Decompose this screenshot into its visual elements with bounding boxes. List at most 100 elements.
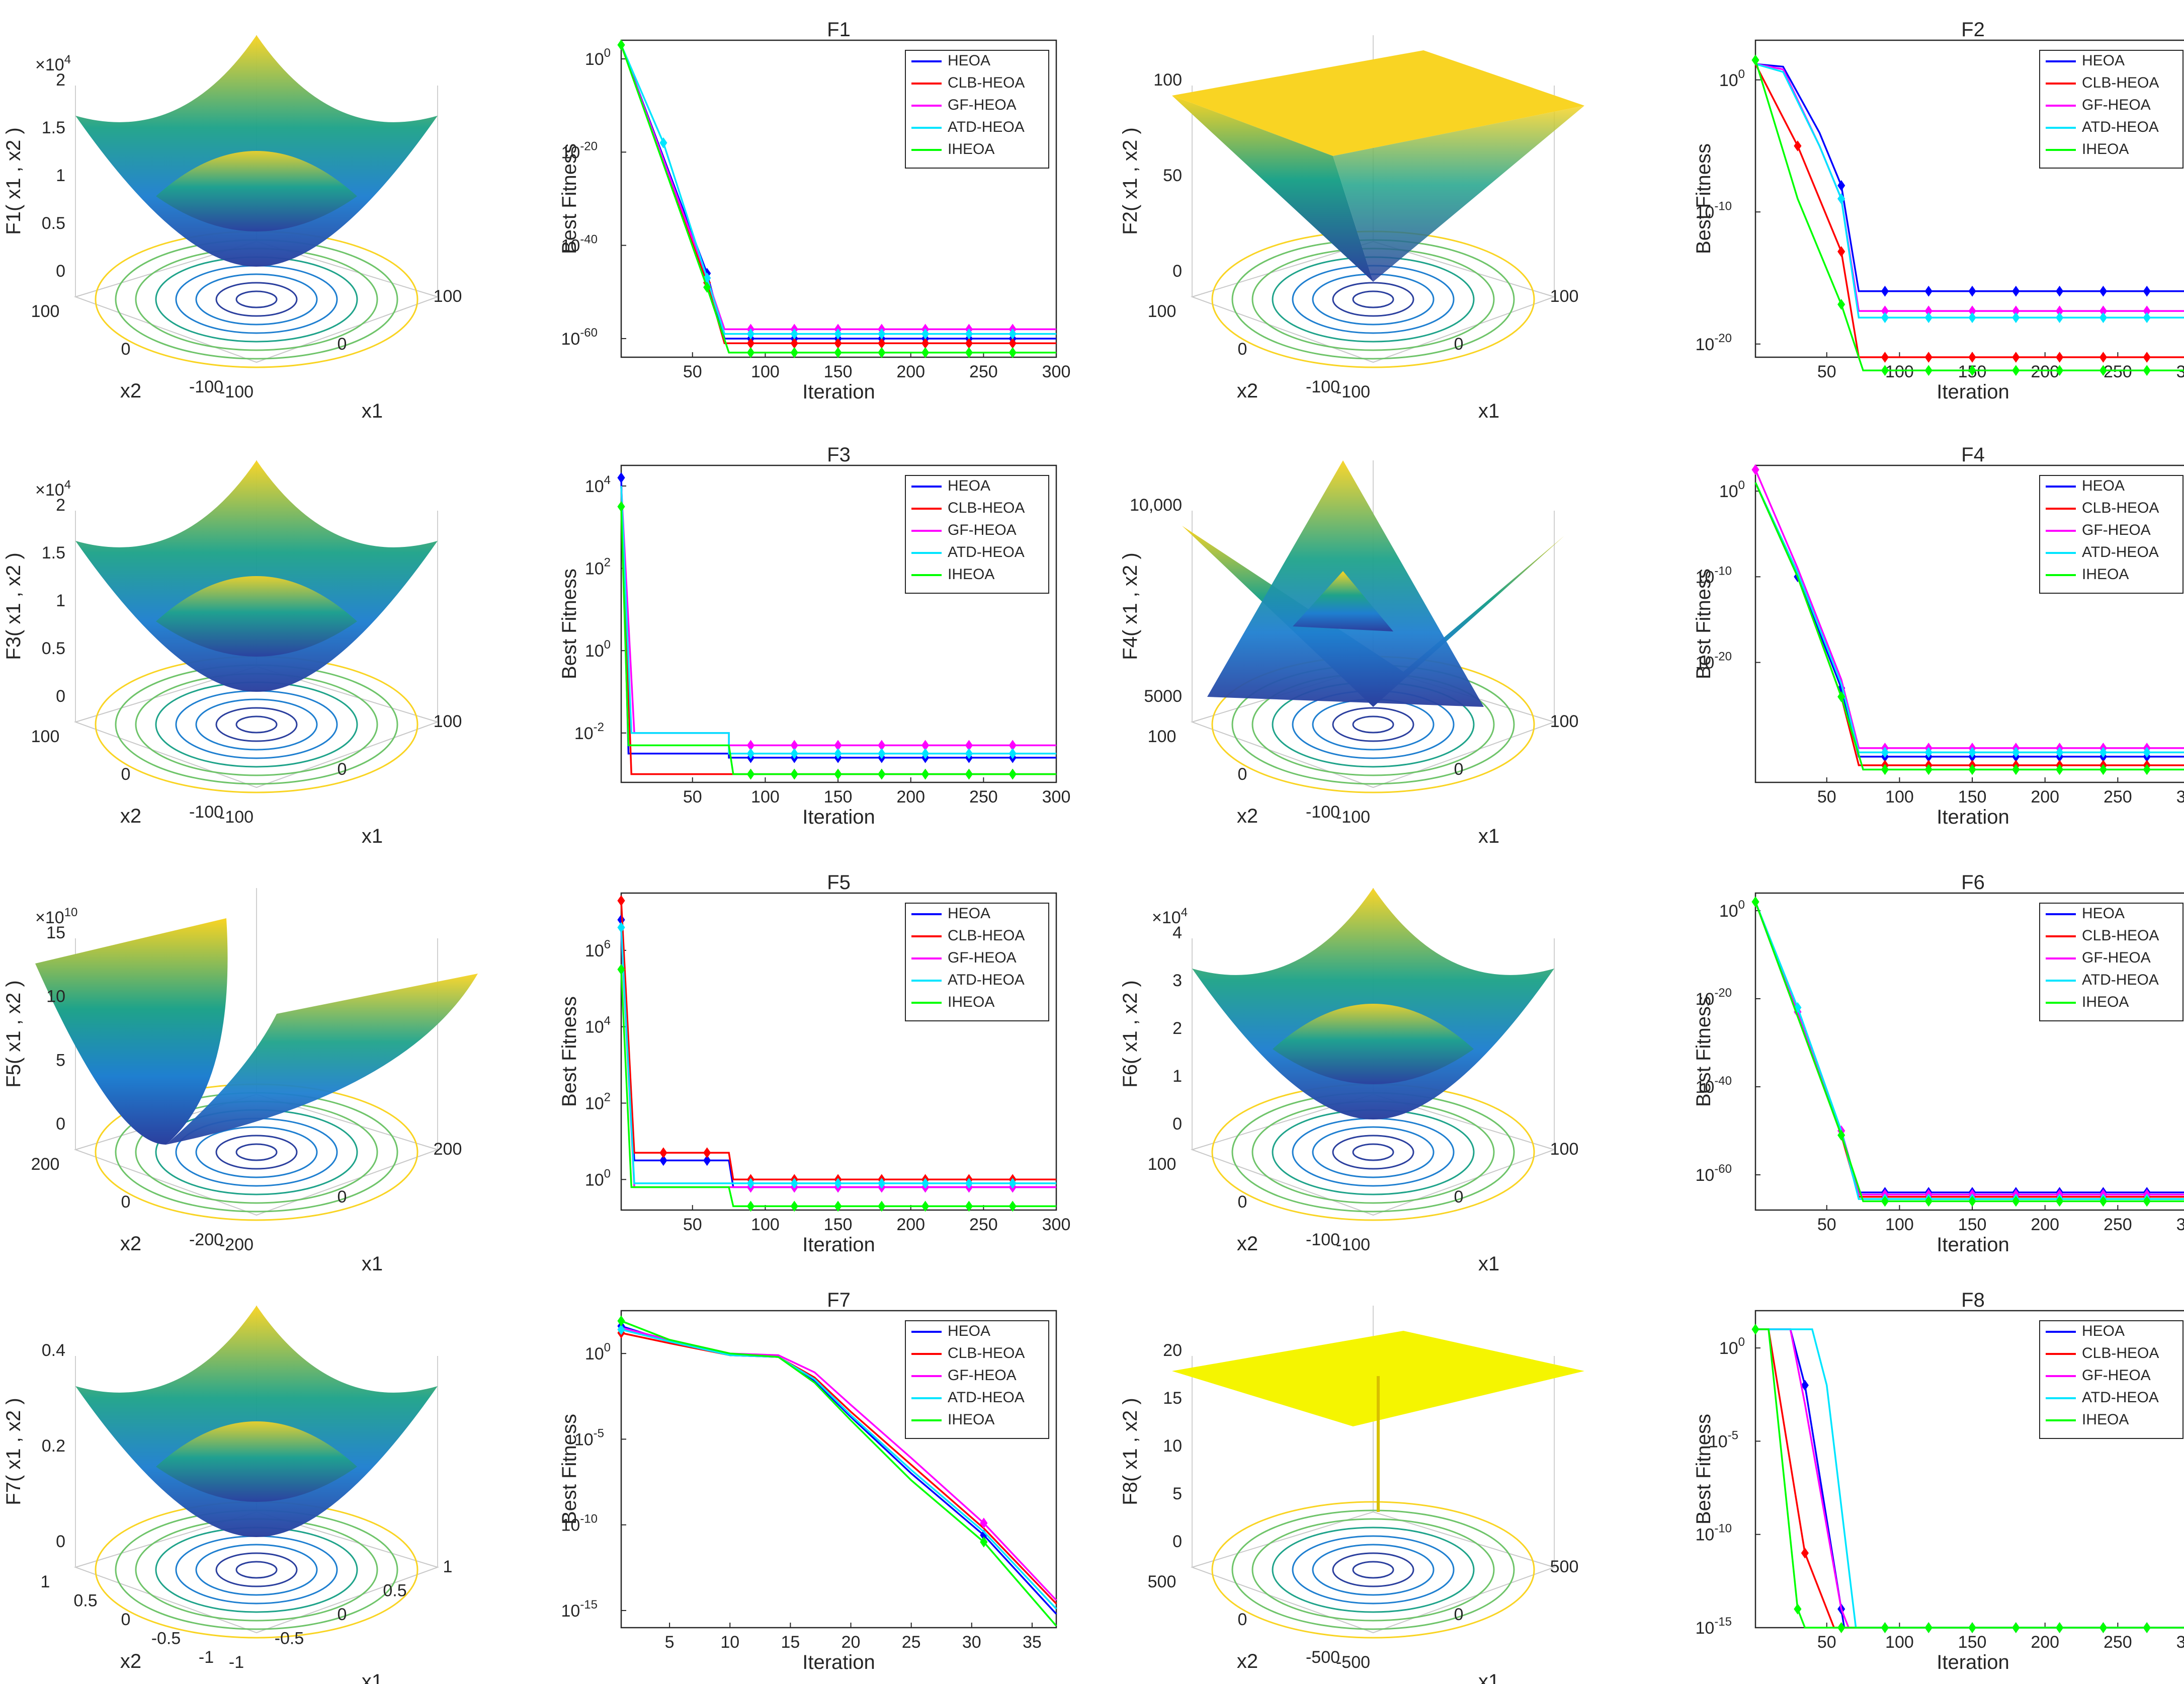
series-marker-IHEOA xyxy=(790,768,798,780)
x-tick-label: 10 xyxy=(720,1633,739,1652)
z-exponent: ×1010 xyxy=(35,906,77,927)
contour-line xyxy=(155,256,358,343)
legend-label-IHEOA: IHEOA xyxy=(948,1411,994,1428)
x-axis-label: x1 xyxy=(362,1670,383,1684)
contour-line xyxy=(215,1552,298,1587)
contour-line xyxy=(1332,282,1414,317)
series-marker-IHEOA xyxy=(617,501,625,512)
series-marker-IHEOA xyxy=(1751,54,1759,66)
legend-label-HEOA: HEOA xyxy=(2082,477,2125,494)
contour-line xyxy=(155,1527,358,1613)
series-marker-ATD-HEOA xyxy=(1968,312,1976,324)
contour-line xyxy=(1272,1527,1475,1613)
legend-label-HEOA: HEOA xyxy=(948,477,990,494)
contour-line xyxy=(1352,1143,1394,1161)
series-marker-ATD-HEOA xyxy=(1009,748,1017,759)
y-axis-label: x2 xyxy=(1237,805,1258,827)
series-marker-IHEOA xyxy=(1751,1324,1759,1335)
z-tick-label: 5000 xyxy=(1144,687,1182,706)
x-tick-label: 15 xyxy=(781,1633,800,1652)
legend-label-IHEOA: IHEOA xyxy=(948,994,994,1010)
legend-label-CLB-HEOA: CLB-HEOA xyxy=(948,927,1025,944)
x-tick-label: -100 xyxy=(1336,1235,1370,1254)
y-tick-label: 100 xyxy=(585,46,611,69)
contour-line xyxy=(215,282,298,317)
z-axis-label: F5( x1 , x2 ) xyxy=(3,980,25,1087)
x-tick-label: 150 xyxy=(824,362,853,381)
x-tick-label: 250 xyxy=(2104,1215,2132,1234)
x-tick-label: -500 xyxy=(1336,1653,1370,1672)
y-tick-label: 102 xyxy=(585,556,611,579)
surface-plot-F3: 0 0.5 1 1.5 2×104 F3( x1 , x2 ) 100 0 -100-100 0 1… xyxy=(3,460,462,847)
y-axis-label: x2 xyxy=(1237,380,1258,402)
x-tick-label: 100 xyxy=(1885,1633,1914,1652)
x-tick-label: 300 xyxy=(2176,787,2184,807)
x-tick-label: 250 xyxy=(2104,1633,2132,1652)
x-tick-label: 0 xyxy=(338,1605,347,1624)
legend-label-ATD-HEOA: ATD-HEOA xyxy=(2082,972,2159,988)
z-axis-label: F8( x1 , x2 ) xyxy=(1119,1398,1141,1505)
z-tick-label: 10 xyxy=(46,987,65,1006)
series-marker-IHEOA xyxy=(1881,764,1889,775)
z-tick-label: 1 xyxy=(1172,1067,1182,1086)
series-marker-IHEOA xyxy=(965,1200,973,1212)
z-tick-label: 50 xyxy=(1163,166,1182,185)
series-line-ATD-HEOA xyxy=(1755,63,2184,318)
series-line-IHEOA xyxy=(620,44,1056,354)
y-tick-label: 100 xyxy=(1719,898,1745,921)
series-marker-IHEOA xyxy=(703,282,711,293)
contour-line xyxy=(155,681,358,768)
series-line-CLB-HEOA xyxy=(621,1332,1057,1605)
y-tick-label: -100 xyxy=(1306,803,1340,822)
series-line-ATD-HEOA xyxy=(620,927,1056,1184)
surface-plot-F6: 0 1 2 3 4×104 F6( x1 , x2 ) 100 0 -100-100 0 100 x2… xyxy=(1119,888,1578,1275)
series-marker-IHEOA xyxy=(1009,347,1017,358)
series-marker-HEOA xyxy=(2099,285,2108,297)
series-marker-IHEOA xyxy=(1837,1130,1845,1141)
x-axis-label: Iteration xyxy=(1937,381,2009,403)
x-tick-label: 0 xyxy=(1454,1605,1464,1624)
x-tick-label: 35 xyxy=(1023,1633,1042,1652)
legend-label-ATD-HEOA: ATD-HEOA xyxy=(948,1389,1025,1406)
y-tick-label: -100 xyxy=(189,377,223,396)
z-tick-label: 10,000 xyxy=(1130,496,1182,515)
y-axis-label: Best Fitness xyxy=(1693,996,1715,1107)
legend-label-ATD-HEOA: ATD-HEOA xyxy=(948,544,1025,560)
contour-line xyxy=(195,1544,318,1596)
series-marker-IHEOA xyxy=(878,768,886,780)
chart-title: F3 xyxy=(827,444,851,466)
series-marker-IHEOA xyxy=(2012,1195,2020,1207)
y-tick-label: 100 xyxy=(1719,67,1745,90)
x-tick-label: -1 xyxy=(229,1653,244,1672)
series-marker-IHEOA xyxy=(746,1200,755,1212)
z-tick-label: 1.5 xyxy=(42,118,65,137)
z-exponent: ×104 xyxy=(35,53,71,74)
y-tick-label: 106 xyxy=(585,938,611,960)
z-tick-label: 4 xyxy=(1172,923,1182,942)
surface-rim xyxy=(1172,50,1584,156)
series-marker-IHEOA xyxy=(1837,691,1845,702)
z-tick-label: 0 xyxy=(56,262,65,281)
surface-front-lobe xyxy=(156,576,357,657)
x-tick-label: -100 xyxy=(1336,808,1370,827)
y-tick-label: 104 xyxy=(585,473,611,496)
y-tick-label: 100 xyxy=(1719,478,1745,501)
series-marker-ATD-HEOA xyxy=(746,748,755,759)
z-tick-label: 0.5 xyxy=(42,214,65,233)
surface-face xyxy=(1172,96,1373,282)
z-axis-label: F4( x1 , x2 ) xyxy=(1119,552,1141,660)
series-marker-HEOA xyxy=(617,472,625,484)
contour-line xyxy=(195,273,318,326)
x-tick-label: 300 xyxy=(1042,787,1071,807)
series-marker-ATD-HEOA xyxy=(921,328,930,340)
y-tick-label: 10-20 xyxy=(1695,650,1732,673)
legend-label-HEOA: HEOA xyxy=(2082,905,2125,922)
series-marker-IHEOA xyxy=(1881,1622,1889,1633)
contour-line xyxy=(215,1135,298,1170)
series-marker-IHEOA xyxy=(980,1536,988,1548)
series-marker-HEOA xyxy=(1837,180,1845,191)
z-tick-label: 0.4 xyxy=(42,1341,65,1360)
x-tick-label: 50 xyxy=(1817,787,1836,807)
x-tick-label: 100 xyxy=(434,712,462,731)
series-marker-GF-HEOA xyxy=(1751,464,1759,475)
